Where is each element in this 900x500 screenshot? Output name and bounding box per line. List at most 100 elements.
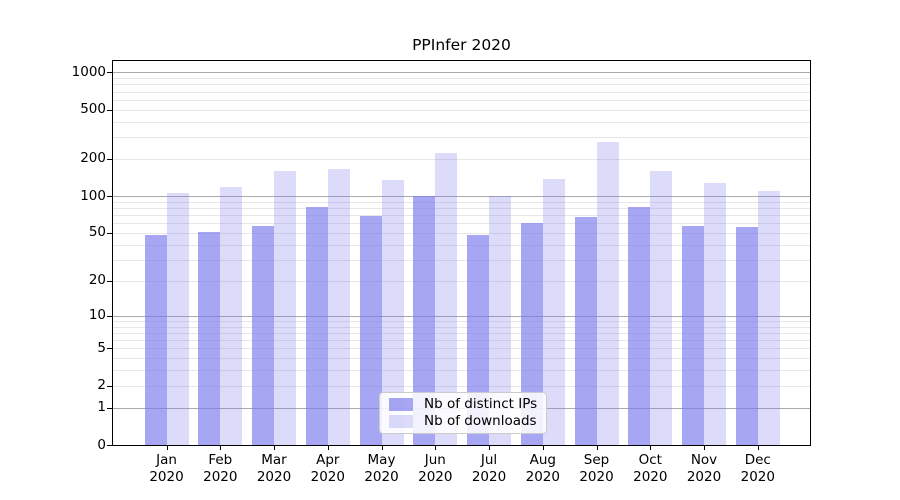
bar-downloads-mar <box>274 170 296 445</box>
x-tick-mark <box>327 445 329 450</box>
bar-distinct-ips-sep <box>574 217 597 445</box>
gridline-6 <box>113 340 810 341</box>
x-tick-mark <box>757 445 759 450</box>
gridline-8 <box>113 326 810 328</box>
plot-area <box>112 60 811 446</box>
gridline-3 <box>113 370 810 372</box>
x-tick-mark <box>381 445 383 450</box>
x-tick-label-nov: Nov 2020 <box>686 452 722 485</box>
gridline-7 <box>113 332 810 334</box>
bar-downloads-nov <box>704 183 726 445</box>
gridline-60 <box>113 223 810 225</box>
gridline-90 <box>113 201 810 203</box>
bar-distinct-ips-jan <box>144 235 167 445</box>
gridline-50 <box>113 232 810 234</box>
x-tick-label-jun: Jun 2020 <box>418 452 453 485</box>
gridline-600 <box>113 99 810 101</box>
x-tick-label-mar: Mar 2020 <box>256 452 292 485</box>
y-tick-mark <box>107 445 113 446</box>
gridline-9 <box>113 320 810 322</box>
bar-downloads-jul <box>489 196 511 445</box>
y-tick-mark <box>107 72 113 74</box>
gridline-200 <box>113 158 810 160</box>
bar-distinct-ips-nov <box>682 226 704 445</box>
legend-item-distinct-ips: Nb of distinct IPs <box>389 396 537 413</box>
gridline-4 <box>113 358 810 360</box>
y-tick-label-100: 100 <box>80 187 106 204</box>
bar-distinct-ips-may <box>359 215 382 445</box>
x-tick-label-dec: Dec 2020 <box>740 452 775 485</box>
x-tick-mark <box>166 445 168 450</box>
y-tick-mark <box>107 109 113 111</box>
bar-distinct-ips-jun <box>413 196 436 445</box>
bar-distinct-ips-oct <box>628 207 651 445</box>
x-tick-mark <box>704 445 705 450</box>
y-tick-label-10: 10 <box>88 307 106 324</box>
bar-distinct-ips-dec <box>735 226 758 445</box>
gridline-20 <box>113 280 810 282</box>
bar-downloads-sep <box>596 141 619 445</box>
y-tick-mark <box>107 196 113 198</box>
x-tick-label-may: May 2020 <box>364 452 399 485</box>
bar-downloads-aug <box>542 178 565 445</box>
x-tick-label-aug: Aug 2020 <box>525 452 560 485</box>
gridline-70 <box>113 215 810 217</box>
x-tick-mark <box>220 445 222 450</box>
bar-distinct-ips-feb <box>198 231 221 445</box>
gridline-700 <box>113 91 810 93</box>
legend-swatch-downloads-icon <box>389 415 413 428</box>
x-tick-mark <box>435 445 437 450</box>
legend-label-distinct-ips: Nb of distinct IPs <box>424 396 538 412</box>
x-tick-label-jul: Jul 2020 <box>471 452 507 485</box>
y-tick-label-500: 500 <box>80 101 106 118</box>
gridline-400 <box>113 121 810 123</box>
y-tick-label-5: 5 <box>97 339 106 356</box>
y-tick-mark <box>107 348 113 350</box>
gridline-800 <box>113 84 810 86</box>
gridline-300 <box>113 137 810 139</box>
bar-distinct-ips-mar <box>252 226 274 445</box>
gridline-500 <box>113 109 810 111</box>
y-tick-label-1000: 1000 <box>71 63 106 80</box>
x-tick-label-jan: Jan 2020 <box>149 452 184 485</box>
y-tick-mark <box>107 158 113 160</box>
bar-downloads-dec <box>757 191 780 445</box>
legend-swatch-distinct-ips-icon <box>389 398 413 411</box>
gridline-900 <box>113 78 810 79</box>
gridline-30 <box>113 259 810 261</box>
y-tick-label-200: 200 <box>80 150 106 167</box>
bar-distinct-ips-aug <box>520 223 543 445</box>
y-tick-label-0: 0 <box>97 436 106 453</box>
gridline-2 <box>113 385 810 387</box>
bar-downloads-feb <box>220 186 243 445</box>
bar-distinct-ips-apr <box>305 207 328 445</box>
y-tick-label-20: 20 <box>88 272 106 289</box>
chart-title: PPInfer 2020 <box>412 36 511 54</box>
legend-item-downloads: Nb of downloads <box>389 413 537 430</box>
y-tick-mark <box>107 407 113 409</box>
y-tick-mark <box>107 315 113 317</box>
gridline-100 <box>113 196 810 198</box>
gridline-5 <box>113 348 810 350</box>
x-tick-mark <box>489 445 490 450</box>
x-tick-mark <box>542 445 544 450</box>
legend-label-downloads: Nb of downloads <box>424 413 537 429</box>
bar-downloads-apr <box>327 168 350 445</box>
y-tick-label-2: 2 <box>97 377 106 394</box>
bar-downloads-may <box>381 180 404 445</box>
bar-downloads-jan <box>166 193 189 445</box>
y-tick-label-1: 1 <box>97 399 106 416</box>
gridline-40 <box>113 244 810 246</box>
gridline-80 <box>113 208 810 209</box>
x-tick-label-sep: Sep 2020 <box>579 452 614 485</box>
gridline-10 <box>113 315 810 317</box>
bar-downloads-oct <box>650 170 673 445</box>
x-tick-label-apr: Apr 2020 <box>310 452 345 485</box>
x-tick-mark <box>274 445 275 450</box>
x-tick-label-oct: Oct 2020 <box>633 452 668 485</box>
y-tick-mark <box>107 232 113 234</box>
x-tick-label-feb: Feb 2020 <box>203 452 238 485</box>
bar-downloads-jun <box>435 153 458 445</box>
y-tick-label-50: 50 <box>88 224 106 241</box>
